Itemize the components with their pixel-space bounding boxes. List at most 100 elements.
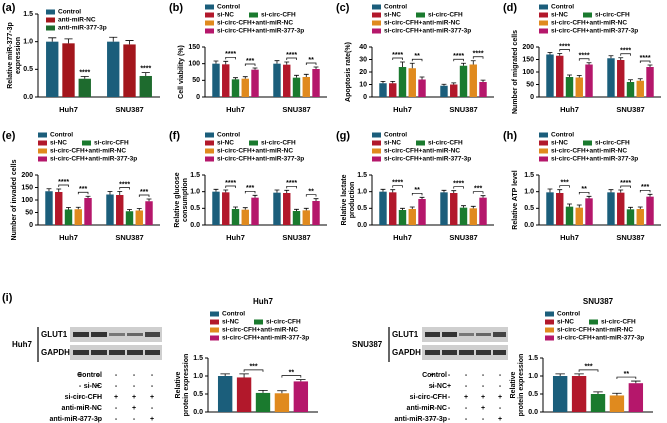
bar: [379, 191, 387, 225]
significance: ***: [474, 186, 482, 193]
bar: [450, 84, 458, 97]
x-tick-label: SNU387: [115, 105, 143, 114]
significance: ****: [79, 69, 90, 76]
condition-mark: +: [150, 416, 154, 423]
bar: [46, 41, 59, 97]
y-axis-label: Cell viability (%): [178, 45, 185, 99]
condition-mark: +: [464, 394, 468, 401]
panel-label: (h): [503, 130, 517, 142]
significance-bracket: [392, 185, 403, 188]
legend-label: si-circ-CFH+anti-miR-377-3p: [217, 28, 304, 35]
legend-swatch: [249, 12, 258, 18]
protein-label: GLUT1: [41, 330, 68, 339]
legend-swatch: [545, 319, 554, 325]
bar: [135, 210, 143, 225]
y-tick-label: 1.5: [190, 172, 200, 179]
significance: **: [581, 186, 587, 193]
y-tick-label: 0: [29, 222, 33, 229]
y-axis-label: Relative: [175, 371, 182, 398]
error-bar: [608, 55, 614, 59]
legend-swatch: [205, 28, 214, 34]
condition-mark: -: [115, 372, 118, 379]
significance: **: [414, 187, 420, 194]
error-bar: [294, 74, 299, 78]
significance: ****: [620, 180, 631, 187]
bar: [123, 44, 136, 97]
x-tick-label: Huh7: [226, 105, 245, 114]
legend-label: si-circ-CFH: [266, 319, 301, 326]
significance-bracket: [578, 58, 590, 61]
y-axis-label: Relative: [510, 371, 517, 398]
error-bar: [557, 53, 563, 56]
legend-swatch: [589, 319, 598, 325]
legend-label: si-circ-CFH+anti-miR-NC: [217, 20, 293, 27]
error-bar: [48, 37, 57, 42]
bar: [64, 209, 73, 225]
bar: [273, 192, 281, 225]
bar: [617, 60, 625, 97]
significance: ****: [392, 180, 403, 187]
bar: [251, 69, 259, 97]
bar: [565, 77, 574, 97]
error-bar: [239, 373, 249, 378]
significance-bracket: [225, 185, 236, 188]
error-bar: [586, 62, 592, 65]
bar: [626, 209, 635, 225]
bar: [590, 394, 606, 412]
bar: [440, 192, 448, 225]
significance: ****: [286, 180, 297, 187]
y-axis-label: protein expression: [183, 354, 190, 417]
condition-mark: -: [97, 405, 100, 412]
bar: [241, 209, 249, 225]
condition-mark: +: [481, 394, 485, 401]
x-tick-label: SNU387: [449, 105, 477, 114]
significance: ****: [392, 52, 403, 59]
y-tick-label: 0.0: [524, 222, 534, 229]
error-bar: [576, 75, 582, 78]
legend-swatch: [38, 148, 47, 154]
error-bar: [213, 188, 219, 192]
significance: ***: [584, 364, 592, 371]
significance: ***: [561, 180, 569, 187]
error-bar: [461, 205, 466, 208]
bar: [45, 191, 53, 225]
legend-swatch: [205, 148, 214, 154]
legend-swatch: [539, 20, 548, 26]
error-bar: [647, 193, 653, 197]
error-bar: [400, 207, 405, 210]
bar: [398, 67, 407, 97]
significance: ***: [140, 189, 148, 196]
legend-label: si-circ-CFH+anti-miR-NC: [222, 327, 298, 334]
legend-swatch: [539, 148, 548, 154]
significance: ****: [225, 51, 236, 58]
bar: [231, 79, 240, 97]
legend-swatch: [545, 335, 554, 341]
legend-label: Control: [58, 9, 81, 16]
error-bar: [480, 79, 486, 82]
bar: [450, 193, 458, 225]
condition-mark: -: [79, 383, 82, 390]
condition-mark: -: [115, 416, 118, 423]
y-tick-label: 1.0: [524, 189, 534, 196]
y-tick-label: 50: [192, 77, 200, 84]
legend-swatch: [539, 140, 548, 146]
y-axis-label: Relative lactate: [341, 174, 348, 225]
bar: [302, 210, 310, 225]
error-bar: [303, 207, 309, 211]
legend-swatch: [205, 140, 214, 146]
error-bar: [223, 60, 229, 65]
bar: [585, 64, 593, 97]
bar: [292, 211, 301, 225]
bar: [459, 207, 468, 225]
error-bar: [547, 52, 553, 55]
error-bar: [618, 57, 624, 60]
x-tick-label: Huh7: [59, 105, 78, 114]
bar: [479, 197, 487, 225]
significance-bracket: [119, 187, 130, 190]
error-bar: [258, 390, 268, 393]
significance-bracket: [559, 49, 570, 52]
error-bar: [252, 194, 258, 198]
bar: [231, 209, 240, 225]
bar: [418, 199, 426, 225]
